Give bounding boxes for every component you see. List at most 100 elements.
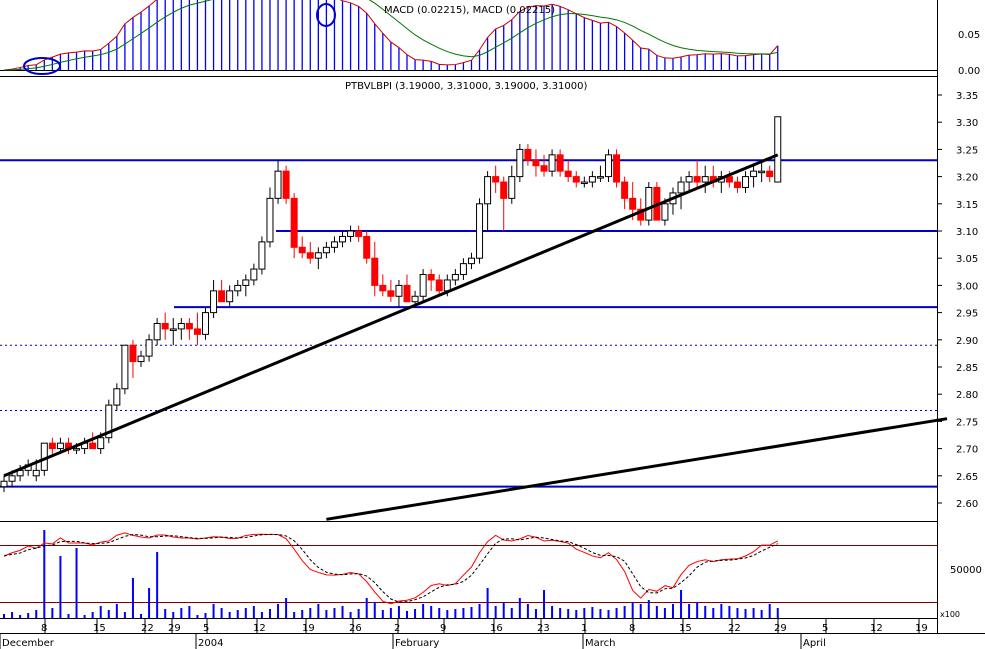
candle-body xyxy=(330,241,338,248)
price-ytick-label: 2.65 xyxy=(956,472,978,483)
candle-body xyxy=(339,235,347,243)
x-tick-label: 2 xyxy=(394,623,400,634)
x-tick-label: 16 xyxy=(490,623,503,634)
price-ytick-label: 2.60 xyxy=(956,499,978,510)
candle-body xyxy=(524,148,532,161)
x-tick-label: 22 xyxy=(728,623,741,634)
candle-body xyxy=(427,274,435,281)
macd-histogram xyxy=(11,0,779,70)
candle-body xyxy=(467,257,475,265)
candle-body xyxy=(202,312,209,335)
candle-body xyxy=(266,197,274,243)
candle-body xyxy=(218,290,226,303)
candle-body xyxy=(508,176,516,199)
x-tick-label: 22 xyxy=(141,623,154,634)
candle-body xyxy=(73,448,81,451)
candlesticks xyxy=(0,116,782,493)
price-ytick-label: 3.30 xyxy=(956,118,978,129)
macd-panel: MACD (0.02215), MACD (0.02215) 0.05 0.00 xyxy=(3,0,980,77)
price-ytick-label: 2.95 xyxy=(956,309,978,320)
candle-body xyxy=(379,284,387,292)
month-label: April xyxy=(803,638,826,649)
candle-body xyxy=(540,165,548,172)
month-label: February xyxy=(395,638,439,649)
candle-body xyxy=(645,186,653,221)
candle-body xyxy=(484,176,492,205)
candle-body xyxy=(282,170,290,199)
price-ytick-label: 3.35 xyxy=(956,91,978,102)
candle-body xyxy=(556,154,564,172)
candle-body xyxy=(56,442,64,450)
candle-body xyxy=(113,388,121,406)
candle-body xyxy=(733,181,741,188)
trendline xyxy=(326,417,948,521)
x-tick-label: 19 xyxy=(915,623,928,634)
candle-body xyxy=(725,176,733,183)
candle-body xyxy=(290,197,298,248)
x-tick-label: 29 xyxy=(168,623,181,634)
macd-line xyxy=(3,0,779,71)
price-ytick-label: 3.00 xyxy=(956,281,978,292)
candle-body xyxy=(596,176,604,179)
trendlines xyxy=(3,153,948,521)
x-tick-label: 5 xyxy=(822,623,828,634)
price-panel: PTBVLBPI (3.19000, 3.31000, 3.19000, 3.3… xyxy=(0,81,978,521)
price-ytick-label: 2.85 xyxy=(956,363,978,374)
x-tick-label: 15 xyxy=(93,623,106,634)
x-tick-label: 29 xyxy=(774,623,787,634)
candle-body xyxy=(185,322,193,330)
x-tick-label: 15 xyxy=(679,623,692,634)
candle-body xyxy=(605,154,612,178)
price-title: PTBVLBPI (3.19000, 3.31000, 3.19000, 3.3… xyxy=(345,81,588,92)
candle-body xyxy=(613,154,621,183)
candle-body xyxy=(137,355,145,363)
candle-body xyxy=(347,230,355,237)
candle-body xyxy=(121,344,129,390)
month-label: March xyxy=(585,638,615,649)
price-ytick-label: 3.25 xyxy=(956,145,978,156)
volume-bars xyxy=(3,530,779,618)
candle-body xyxy=(97,437,105,450)
price-ytick-label: 2.80 xyxy=(956,390,978,401)
candle-body xyxy=(621,181,629,199)
candle-body xyxy=(89,442,97,450)
candle-body xyxy=(169,328,177,331)
candle-body xyxy=(177,322,185,330)
candle-body xyxy=(355,230,363,237)
candle-body xyxy=(500,181,508,199)
price-y-axis: 3.35 3.30 3.25 3.20 3.15 3.10 3.05 3.00 2.95 2.90… xyxy=(937,91,978,510)
candle-body xyxy=(387,290,395,297)
candle-body xyxy=(758,170,766,174)
support-resistance-lines xyxy=(0,159,937,488)
candle-body xyxy=(0,480,8,488)
candle-body xyxy=(8,475,16,482)
candle-body xyxy=(258,241,266,270)
x-tick-label: 12 xyxy=(253,623,266,634)
candle-body xyxy=(250,268,258,281)
candle-body xyxy=(314,252,322,259)
candle-body xyxy=(234,284,242,292)
x-tick-label: 26 xyxy=(349,623,362,634)
macd-title: MACD (0.02215), MACD (0.02215) xyxy=(384,5,555,16)
price-ytick-label: 3.15 xyxy=(956,200,978,211)
candle-body xyxy=(443,279,451,292)
x-axis: 8 15 22 29 5 12 19 26 2 9 16 23 1 8 15 22 29 5 12 19Decembe… xyxy=(0,618,928,649)
candle-body xyxy=(580,181,588,185)
candle-body xyxy=(48,442,56,450)
candle-body xyxy=(363,235,371,259)
candle-body xyxy=(742,176,750,188)
candle-body xyxy=(298,246,306,254)
candle-body xyxy=(774,116,782,183)
candle-body xyxy=(32,469,40,477)
candle-body xyxy=(435,279,443,292)
x-tick-label: 8 xyxy=(41,623,47,634)
stochastic-slow-line xyxy=(3,533,778,603)
stochastic-fast-line xyxy=(3,532,778,605)
candle-body xyxy=(548,154,556,172)
panel-frames xyxy=(0,0,985,634)
volume-multiplier: x100 xyxy=(940,610,960,619)
candle-body xyxy=(193,328,201,335)
price-ytick-label: 2.70 xyxy=(956,445,978,456)
macd-ytick-0.05: 0.05 xyxy=(958,30,980,41)
